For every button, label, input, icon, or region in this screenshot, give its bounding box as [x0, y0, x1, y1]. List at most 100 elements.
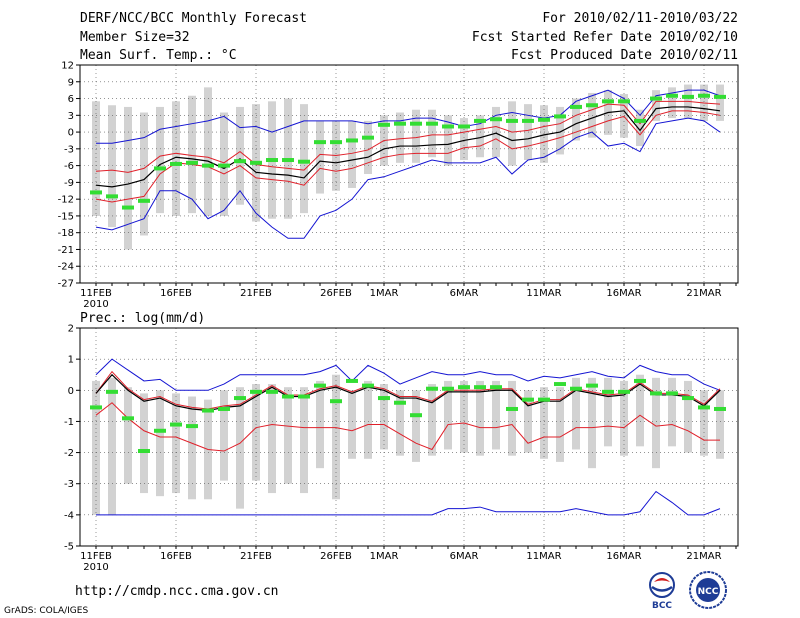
x-tick-label: 1MAR	[370, 288, 399, 299]
series-mean-line	[95, 106, 721, 188]
obs-marker	[538, 397, 550, 402]
chart-title: DERF/NCC/BCC Monthly Forecast	[80, 11, 307, 26]
obs-marker	[506, 118, 518, 123]
x-tick-label: 21MAR	[686, 551, 721, 562]
obs-marker	[618, 389, 630, 394]
series-upper-line	[95, 100, 721, 173]
y-tick-label: -18	[58, 228, 74, 239]
ensemble-bar	[220, 390, 228, 481]
ensemble-bar	[316, 380, 324, 469]
x-tick-label: 26FEB	[320, 288, 352, 299]
obs-marker	[394, 400, 406, 405]
ensemble-bar	[140, 112, 148, 236]
ensemble-bar	[540, 387, 548, 459]
obs-marker	[474, 385, 486, 390]
obs-marker	[266, 389, 278, 394]
plot-frame	[79, 64, 739, 284]
forecast-period: For 2010/02/11-2010/03/22	[542, 11, 738, 26]
y-tick-label: 3	[68, 111, 74, 122]
y-tick-label: -27	[58, 279, 74, 290]
obs-marker	[90, 405, 102, 410]
ensemble-bar	[572, 377, 580, 450]
obs-marker	[634, 378, 646, 383]
ensemble-bar	[300, 104, 308, 214]
y-tick-label: 12	[61, 61, 74, 72]
y-tick-label: -12	[58, 195, 74, 206]
ensemble-bar	[540, 105, 548, 163]
y-tick-label: -21	[58, 245, 74, 256]
bcc-logo-text: BCC	[652, 601, 672, 610]
series-mean-line	[95, 373, 721, 412]
obs-marker	[234, 159, 246, 164]
obs-marker	[170, 422, 182, 427]
y-tick-label: -3	[64, 144, 74, 155]
obs-marker	[122, 205, 134, 210]
ncc-logo-text: NCC	[698, 587, 719, 597]
obs-marker	[474, 118, 486, 123]
obs-marker	[250, 389, 262, 394]
y-tick-label: -4	[64, 510, 74, 521]
obs-marker	[602, 389, 614, 394]
y-tick-label: -9	[64, 178, 74, 189]
produced-date: Fcst Produced Date 2010/02/11	[511, 48, 738, 63]
ensemble-bar	[364, 380, 372, 459]
obs-marker	[634, 118, 646, 123]
obs-marker	[442, 386, 454, 391]
obs-marker	[186, 160, 198, 165]
ensemble-bar	[460, 118, 468, 161]
ensemble-bar	[588, 377, 596, 469]
ensemble-bar	[172, 101, 180, 216]
obs-marker	[298, 159, 310, 164]
obs-marker	[314, 140, 326, 145]
obs-marker	[682, 94, 694, 99]
ensemble-bar	[124, 387, 132, 484]
obs-marker	[90, 190, 102, 195]
ensemble-bar	[156, 390, 164, 497]
ensemble-bar	[172, 393, 180, 494]
ensemble-bar	[412, 390, 420, 462]
y-tick-label: -24	[58, 262, 74, 273]
obs-marker	[490, 385, 502, 390]
series-min-line	[95, 117, 721, 239]
ensemble-bar	[92, 101, 100, 216]
obs-marker	[346, 378, 358, 383]
y-tick-label: -5	[64, 542, 74, 553]
y-tick-label: 9	[68, 77, 74, 88]
obs-marker	[410, 121, 422, 126]
obs-marker	[362, 383, 374, 388]
y-tick-label: -6	[64, 161, 74, 172]
y-tick-label: 0	[68, 386, 74, 397]
x-tick-label: 6MAR	[450, 288, 479, 299]
obs-marker	[554, 114, 566, 119]
x-tick-label: 6MAR	[450, 551, 479, 562]
obs-marker	[282, 158, 294, 163]
obs-marker	[298, 394, 310, 399]
ensemble-bar	[364, 120, 372, 174]
y-tick-label: -15	[58, 211, 74, 222]
y-tick-label: 0	[68, 128, 74, 139]
obs-marker	[586, 383, 598, 388]
obs-marker	[314, 383, 326, 388]
ensemble-bar	[188, 396, 196, 500]
obs-marker	[266, 158, 278, 163]
ensemble-bar	[716, 84, 724, 121]
ensemble-bar	[556, 387, 564, 462]
obs-marker	[554, 382, 566, 387]
x-tick-label: 21FEB	[240, 551, 272, 562]
obs-marker	[410, 413, 422, 418]
obs-marker	[522, 118, 534, 123]
source-url[interactable]: http://cmdp.ncc.cma.gov.cn	[75, 584, 279, 599]
obs-marker	[202, 163, 214, 168]
obs-marker	[202, 408, 214, 413]
obs-marker	[442, 124, 454, 129]
obs-marker	[650, 96, 662, 101]
ensemble-bar	[348, 390, 356, 459]
y-tick-label: -3	[64, 479, 74, 490]
series-lower-line	[95, 402, 720, 452]
obs-marker	[650, 391, 662, 396]
obs-marker	[666, 93, 678, 98]
series-upper-line	[95, 370, 721, 410]
ensemble-bar	[604, 377, 612, 447]
obs-marker	[250, 160, 262, 165]
